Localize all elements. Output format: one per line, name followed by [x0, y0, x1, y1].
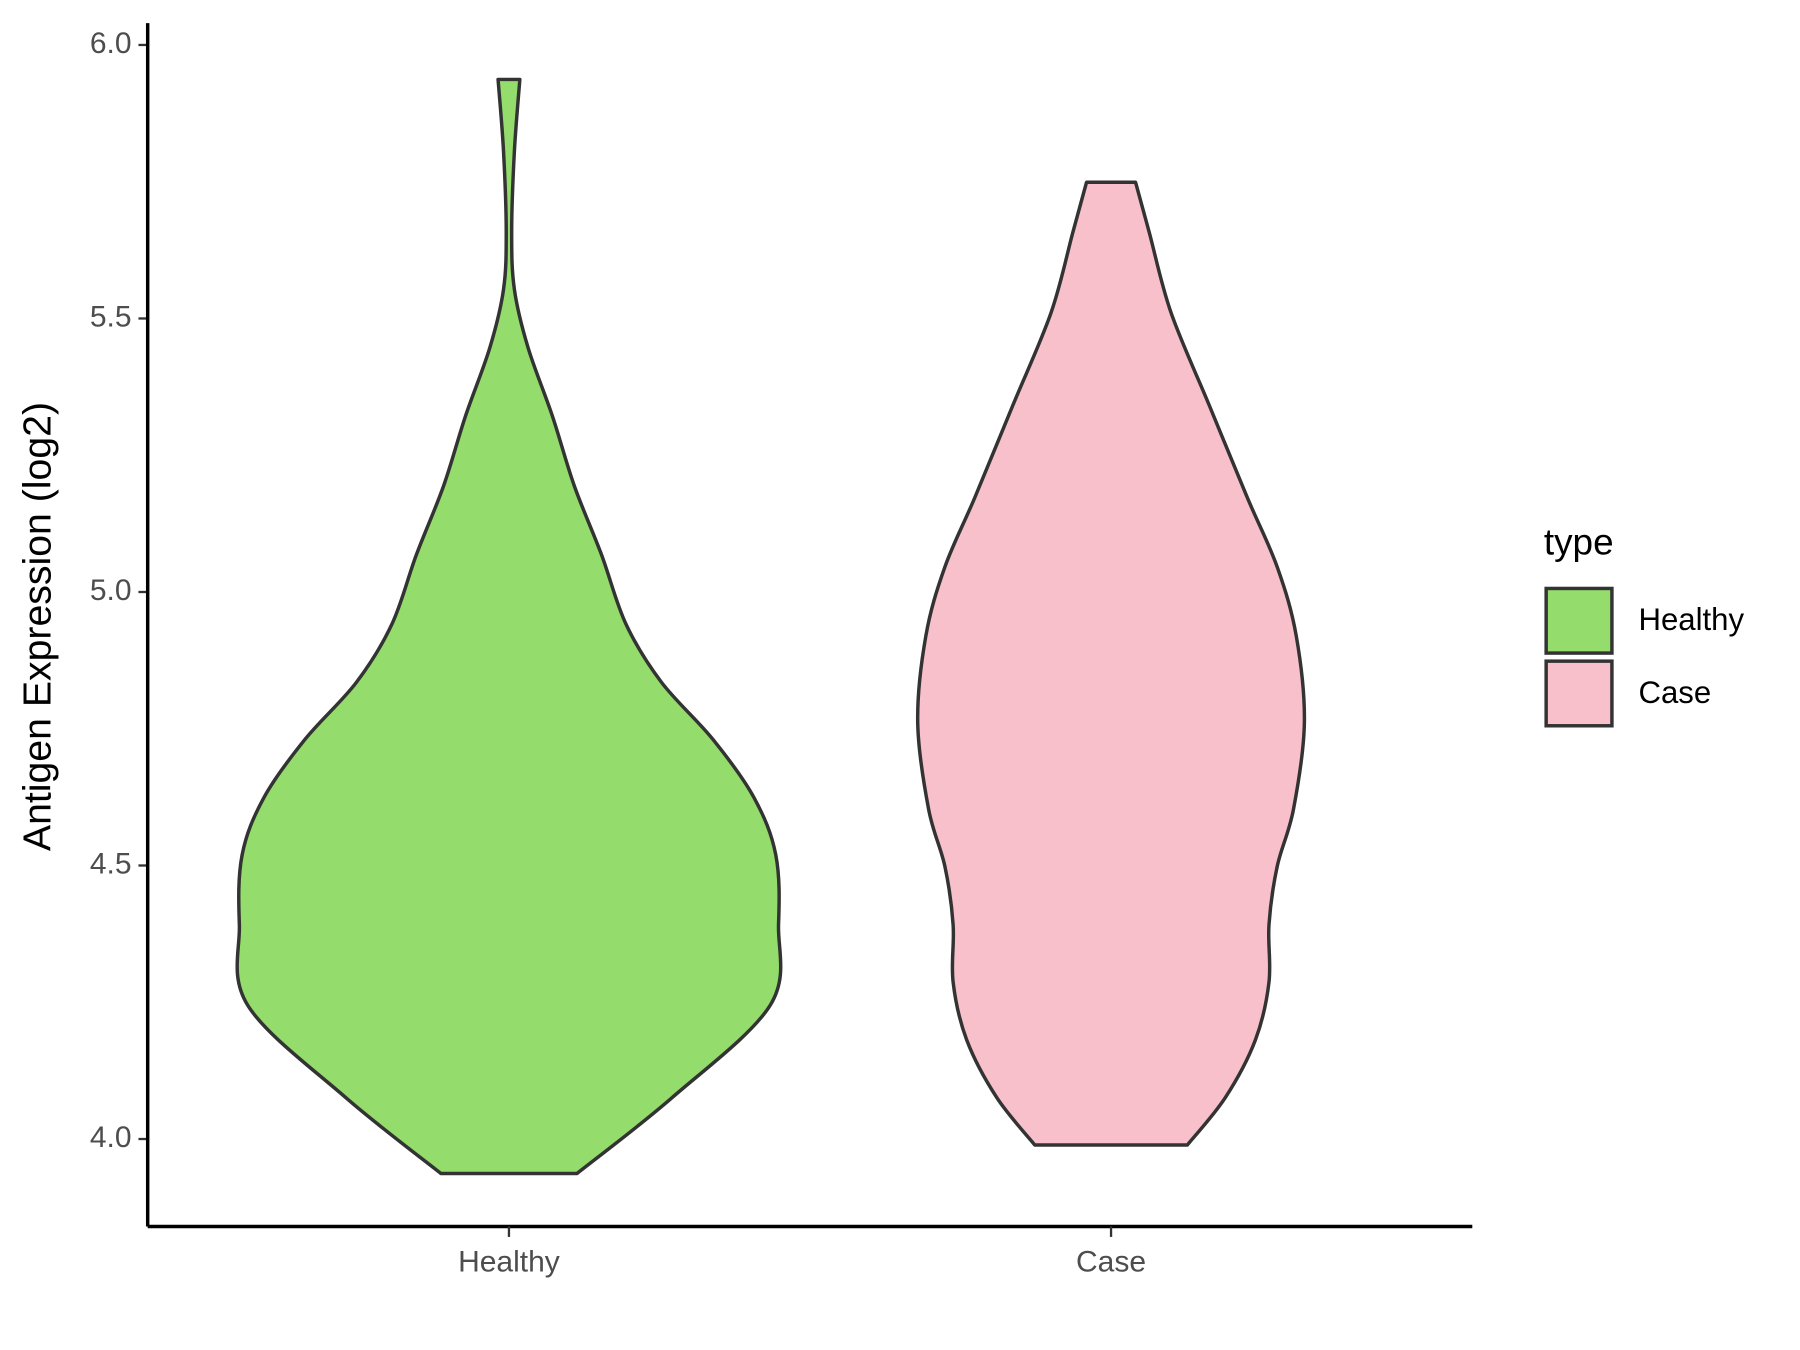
y-tick-label: 4.0 — [90, 1121, 132, 1154]
y-axis-label: Antigen Expression (log2) — [16, 402, 60, 851]
x-tick-label: Healthy — [458, 1245, 560, 1278]
violin — [235, 77, 783, 1176]
x-tick-label: Case — [1076, 1245, 1146, 1278]
violin — [915, 180, 1307, 1147]
y-tick-label: 6.0 — [90, 27, 132, 60]
y-tick-label: 4.5 — [90, 847, 132, 880]
legend-title: type — [1544, 521, 1614, 562]
legend-label: Healthy — [1638, 602, 1744, 637]
y-tick-label: 5.0 — [90, 574, 132, 607]
legend-label: Case — [1638, 675, 1711, 710]
legend-key — [1544, 659, 1614, 728]
y-tick-label: 5.5 — [90, 300, 132, 333]
legend-key — [1544, 586, 1614, 655]
